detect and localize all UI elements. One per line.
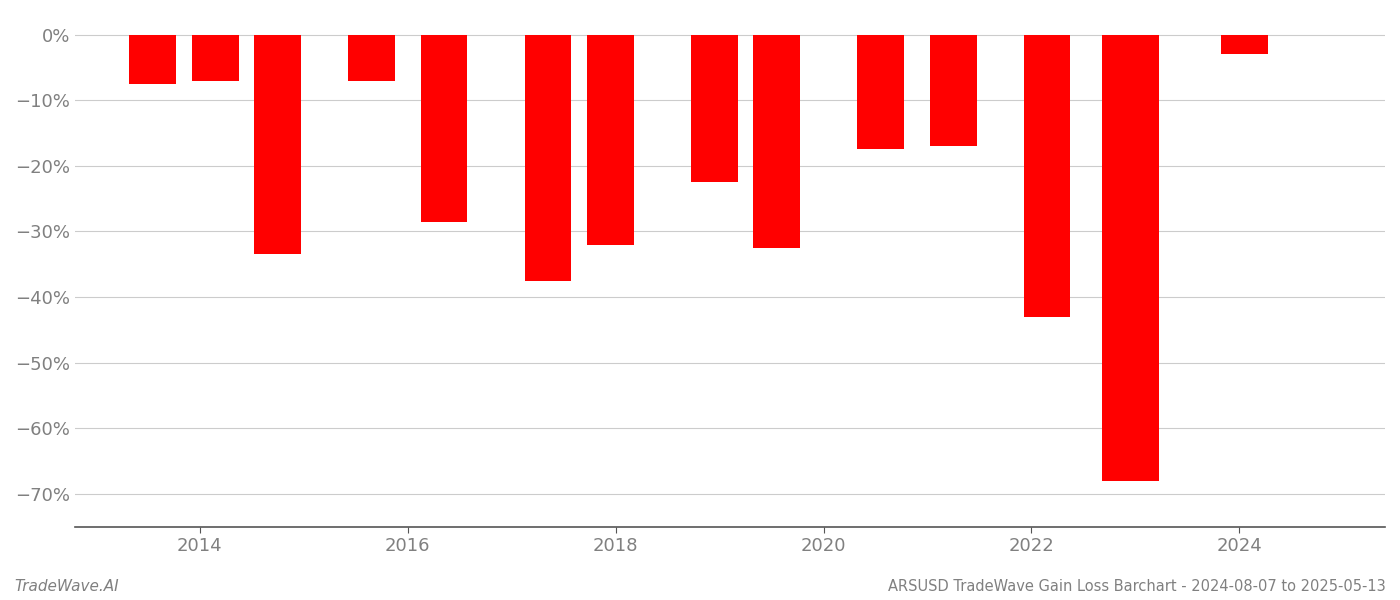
- Bar: [255, 35, 301, 254]
- Bar: [347, 35, 395, 80]
- Bar: [192, 35, 238, 80]
- Bar: [857, 35, 904, 149]
- Text: ARSUSD TradeWave Gain Loss Barchart - 2024-08-07 to 2025-05-13: ARSUSD TradeWave Gain Loss Barchart - 20…: [888, 579, 1386, 594]
- Bar: [420, 35, 468, 221]
- Text: TradeWave.AI: TradeWave.AI: [14, 579, 119, 594]
- Bar: [1102, 35, 1159, 481]
- Bar: [1221, 35, 1268, 55]
- Bar: [587, 35, 634, 245]
- Bar: [1023, 35, 1071, 317]
- Bar: [692, 35, 738, 182]
- Bar: [525, 35, 571, 281]
- Bar: [753, 35, 801, 248]
- Bar: [129, 35, 176, 84]
- Bar: [930, 35, 977, 146]
